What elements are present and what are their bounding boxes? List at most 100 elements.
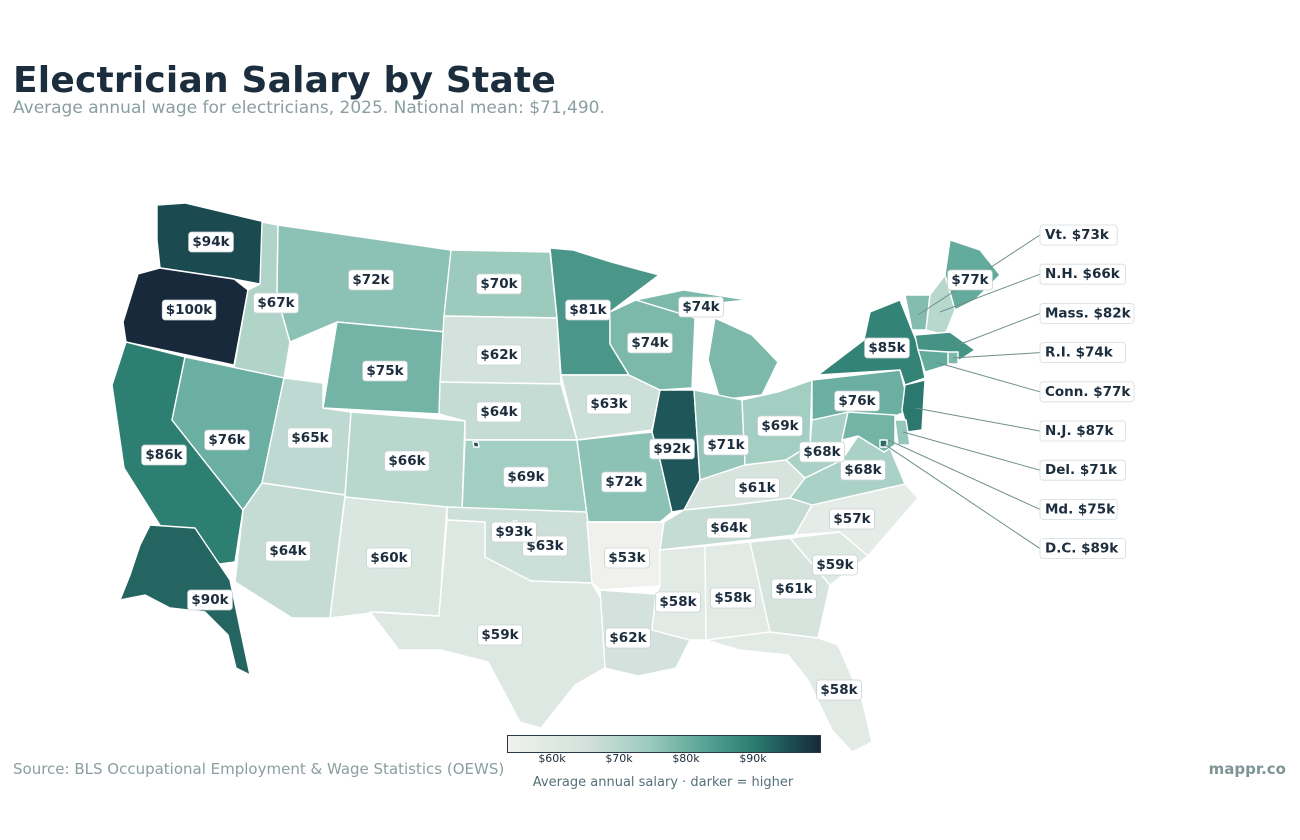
- svg-text:$59k: $59k: [816, 557, 854, 573]
- state-label-AR: $53k: [604, 547, 650, 569]
- svg-text:R.I. $74k: R.I. $74k: [1045, 345, 1114, 361]
- svg-text:$62k: $62k: [609, 630, 647, 646]
- svg-text:$61k: $61k: [738, 480, 776, 496]
- leader-line-MA: [957, 312, 1041, 346]
- legend-caption: Average annual salary · darker = higher: [532, 775, 794, 790]
- page-subtitle: Average annual wage for electricians, 20…: [13, 98, 605, 118]
- state-label-OK: $63k: [522, 535, 568, 557]
- state-label-CO: $66k: [384, 450, 430, 472]
- svg-text:$86k: $86k: [145, 447, 183, 463]
- svg-text:N.J. $87k: N.J. $87k: [1045, 423, 1114, 439]
- state-NH[interactable]: [925, 274, 956, 336]
- state-label-WA: $94k: [188, 231, 234, 253]
- state-DC[interactable]: [879, 439, 888, 448]
- leader-line-DC: [883, 443, 1041, 550]
- svg-text:$70k: $70k: [480, 276, 518, 292]
- svg-text:$63k: $63k: [590, 396, 628, 412]
- state-label-OR: $100k: [161, 299, 217, 321]
- state-CT[interactable]: [917, 349, 949, 373]
- leader-line-NJ: [914, 407, 1041, 432]
- state-label-PA: $76k: [834, 390, 880, 412]
- state-FL[interactable]: [705, 631, 873, 753]
- svg-text:$64k: $64k: [710, 520, 748, 536]
- svg-text:$92k: $92k: [653, 441, 691, 457]
- state-label-ME: $77k: [947, 269, 993, 291]
- state-label-MN: $81k: [565, 299, 611, 321]
- state-label-MT: $72k: [348, 269, 394, 291]
- legend-tick-80k: $80k: [672, 752, 700, 765]
- leader-line-MD: [887, 439, 1041, 510]
- state-label-NY: $85k: [864, 337, 910, 359]
- svg-text:Mass. $82k: Mass. $82k: [1045, 305, 1132, 321]
- state-label-AL: $58k: [710, 587, 756, 609]
- svg-text:$57k: $57k: [833, 511, 871, 527]
- state-label-NC: $57k: [829, 508, 875, 530]
- state-label-OH: $69k: [757, 415, 803, 437]
- state-label-UT: $65k: [287, 427, 333, 449]
- callout-NH: N.H. $66k: [1039, 263, 1126, 285]
- svg-text:$60k: $60k: [370, 550, 408, 566]
- svg-text:$69k: $69k: [761, 418, 799, 434]
- state-TX[interactable]: [369, 519, 606, 729]
- state-label-IA: $63k: [586, 393, 632, 415]
- state-NJ[interactable]: [901, 379, 926, 433]
- svg-text:$58k: $58k: [820, 682, 858, 698]
- svg-text:$66k: $66k: [388, 453, 426, 469]
- callout-MA: Mass. $82k: [1039, 302, 1135, 324]
- svg-text:$77k: $77k: [951, 272, 989, 288]
- state-label-MS: $58k: [655, 591, 701, 613]
- brand-logo-text: mappr.co: [1208, 760, 1286, 778]
- svg-text:$61k: $61k: [775, 581, 813, 597]
- svg-text:$62k: $62k: [480, 347, 518, 363]
- state-label-TX: $59k: [477, 624, 523, 646]
- callout-DE: Del. $71k: [1039, 459, 1126, 481]
- page-title: Electrician Salary by State: [13, 60, 556, 101]
- leader-line-CT: [934, 361, 1041, 393]
- state-label-NE: $64k: [476, 401, 522, 423]
- svg-text:$68k: $68k: [844, 462, 882, 478]
- svg-text:$58k: $58k: [714, 590, 752, 606]
- callout-NJ: N.J. $87k: [1039, 420, 1126, 442]
- state-label-CA: $86k: [141, 444, 187, 466]
- state-label-SC: $59k: [812, 554, 858, 576]
- state-label-NM: $60k: [366, 547, 412, 569]
- state-AK[interactable]: [119, 524, 251, 676]
- svg-text:Conn. $77k: Conn. $77k: [1045, 384, 1131, 400]
- svg-text:$100k: $100k: [166, 302, 214, 318]
- state-label-AZ: $64k: [265, 540, 311, 562]
- leader-line-DE: [902, 431, 1041, 471]
- svg-text:$59k: $59k: [481, 627, 519, 643]
- state-MA[interactable]: [914, 331, 976, 361]
- svg-text:$72k: $72k: [352, 272, 390, 288]
- state-label-ID: $67k: [253, 292, 299, 314]
- state-label-WI: $74k: [627, 332, 673, 354]
- callout-RI: R.I. $74k: [1039, 342, 1126, 364]
- legend-ticks: $60k $70k $80k $90k: [507, 752, 821, 772]
- state-DE[interactable]: [894, 419, 911, 446]
- svg-text:$72k: $72k: [605, 474, 643, 490]
- svg-text:$58k: $58k: [659, 594, 697, 610]
- state-label-IL: $92k: [649, 438, 695, 460]
- legend-tick-60k: $60k: [538, 752, 566, 765]
- svg-text:$64k: $64k: [269, 543, 307, 559]
- state-label-ND: $70k: [476, 273, 522, 295]
- state-label-MO: $72k: [601, 471, 647, 493]
- state-label-TN: $64k: [706, 517, 752, 539]
- svg-text:$85k: $85k: [868, 340, 906, 356]
- legend-tick-90k: $90k: [739, 752, 767, 765]
- svg-text:Vt. $73k: Vt. $73k: [1045, 227, 1110, 243]
- callout-VT: Vt. $73k: [1039, 224, 1118, 246]
- state-label-WV: $68k: [799, 441, 845, 463]
- svg-text:$94k: $94k: [192, 234, 230, 250]
- svg-text:$68k: $68k: [803, 444, 841, 460]
- svg-text:Md. $75k: Md. $75k: [1045, 501, 1116, 517]
- state-label-MI: $74k: [678, 296, 724, 318]
- svg-text:Del. $71k: Del. $71k: [1045, 462, 1118, 478]
- svg-text:$71k: $71k: [707, 437, 745, 453]
- state-label-WY: $75k: [362, 360, 408, 382]
- svg-text:$67k: $67k: [257, 295, 295, 311]
- svg-text:$90k: $90k: [191, 592, 229, 608]
- svg-text:$93k: $93k: [495, 524, 533, 540]
- state-label-LA: $62k: [605, 627, 651, 649]
